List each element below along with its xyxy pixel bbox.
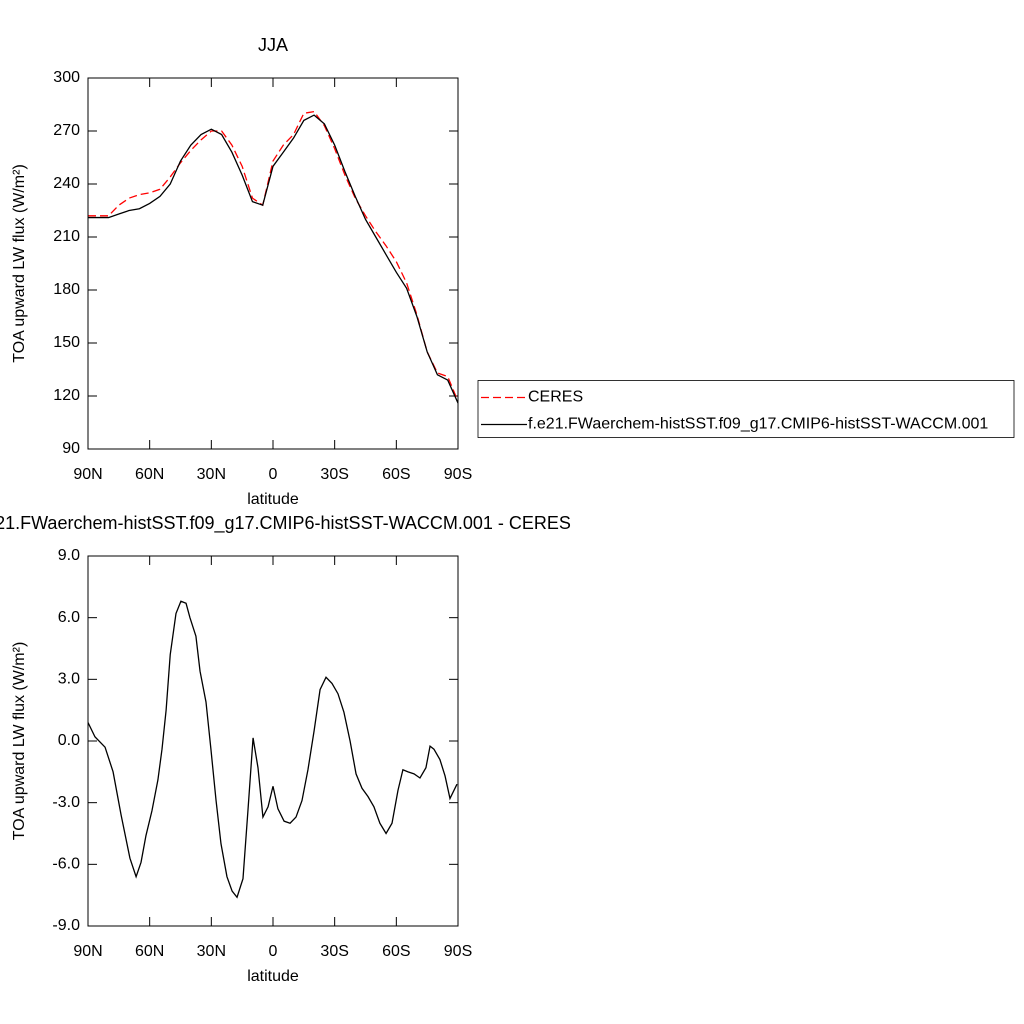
y-tick-label: -9.0 bbox=[52, 917, 80, 934]
y-tick-label: 210 bbox=[53, 228, 80, 245]
x-tick-label: 60S bbox=[382, 466, 410, 483]
x-tick-label: 60N bbox=[135, 943, 164, 960]
y-tick-label: -3.0 bbox=[52, 794, 80, 811]
y-tick-label: 150 bbox=[53, 334, 80, 351]
x-tick-label: 90N bbox=[73, 466, 102, 483]
y-axis-label: TOA upward LW flux (W/m²) bbox=[11, 642, 28, 841]
x-tick-label: 0 bbox=[269, 466, 278, 483]
x-tick-label: 60S bbox=[382, 943, 410, 960]
legend-label: CERES bbox=[528, 389, 583, 406]
plot-frame bbox=[87, 77, 459, 450]
x-tick-label: 30S bbox=[320, 466, 348, 483]
x-tick-label: 90S bbox=[444, 466, 472, 483]
chart-title: JJA bbox=[258, 35, 288, 55]
y-tick-label: 240 bbox=[53, 175, 80, 192]
y-tick-label: 3.0 bbox=[58, 671, 80, 688]
data-line bbox=[88, 110, 459, 402]
data-line bbox=[88, 114, 459, 404]
legend-label: f.e21.FWaerchem-histSST.f09_g17.CMIP6-hi… bbox=[528, 416, 988, 433]
legend-box bbox=[477, 380, 1015, 438]
x-tick-label: 90N bbox=[73, 943, 102, 960]
plot-frame bbox=[87, 555, 459, 927]
data-line bbox=[87, 600, 458, 899]
y-axis-label: TOA upward LW flux (W/m²) bbox=[11, 164, 28, 363]
chart-title: f.e21.FWaerchem-histSST.f09_g17.CMIP6-hi… bbox=[0, 513, 571, 534]
y-tick-label: 90 bbox=[62, 440, 80, 457]
y-tick-label: 6.0 bbox=[58, 609, 80, 626]
y-tick-label: 270 bbox=[53, 122, 80, 139]
x-tick-label: 30N bbox=[197, 466, 226, 483]
x-tick-label: 30N bbox=[197, 943, 226, 960]
y-tick-label: 180 bbox=[53, 281, 80, 298]
x-tick-label: 30S bbox=[320, 943, 348, 960]
y-tick-label: 9.0 bbox=[58, 547, 80, 564]
x-tick-label: 0 bbox=[269, 943, 278, 960]
y-tick-label: -6.0 bbox=[52, 856, 80, 873]
y-tick-label: 0.0 bbox=[58, 732, 80, 749]
x-axis-label: latitude bbox=[247, 968, 299, 985]
x-axis-label: latitude bbox=[247, 491, 299, 508]
x-tick-label: 90S bbox=[444, 943, 472, 960]
y-tick-label: 300 bbox=[53, 69, 80, 86]
y-tick-label: 120 bbox=[53, 387, 80, 404]
x-tick-label: 60N bbox=[135, 466, 164, 483]
